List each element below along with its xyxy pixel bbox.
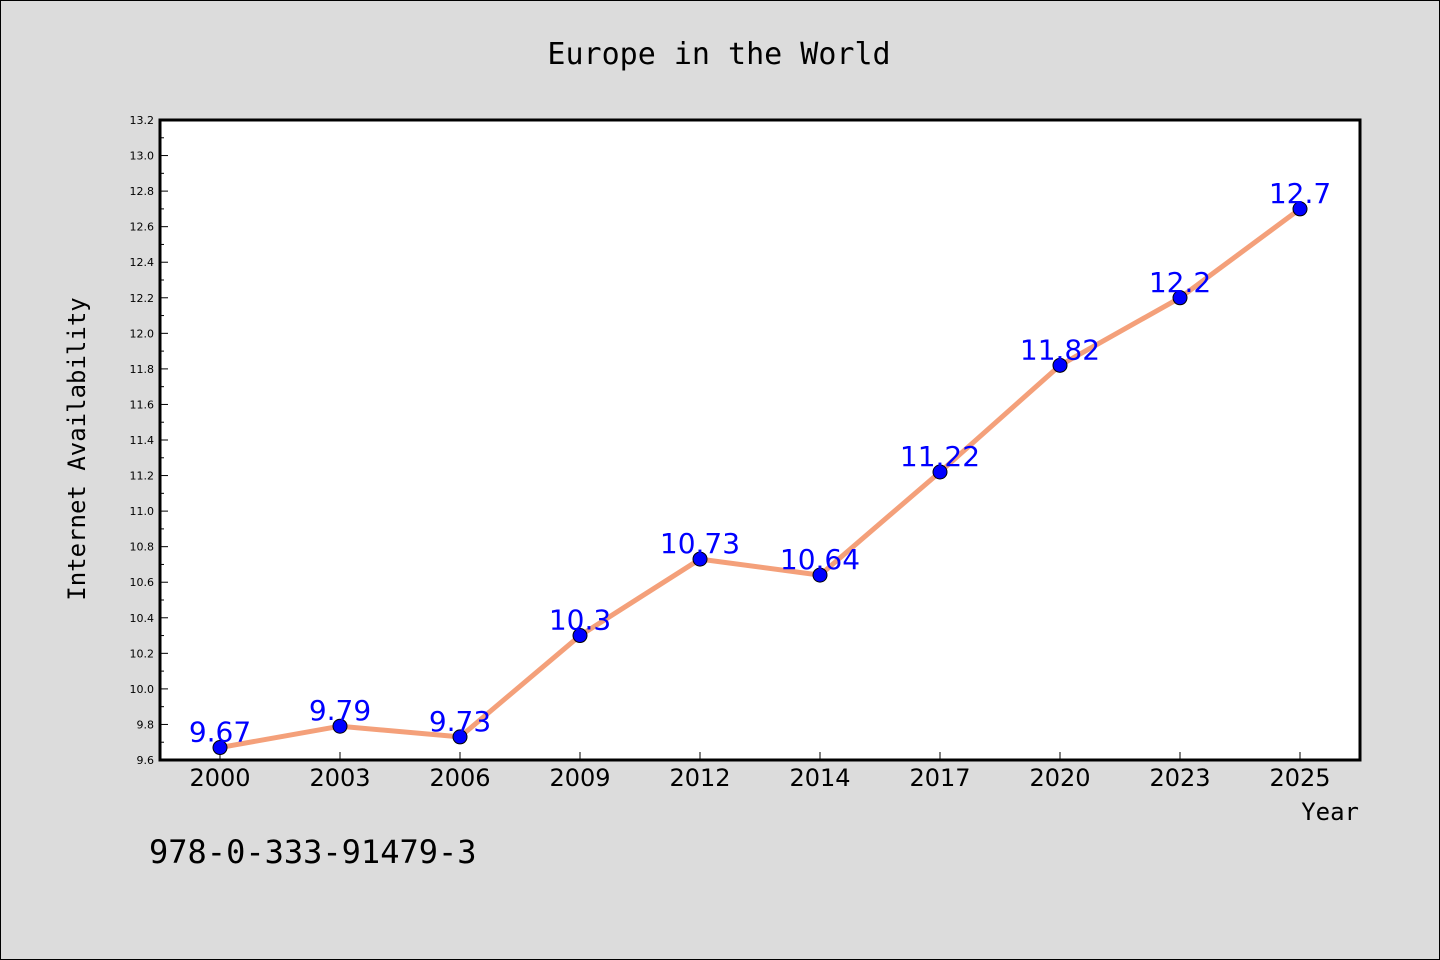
data-label: 12.2 — [1149, 266, 1211, 299]
y-tick-label: 13.2 — [130, 114, 155, 127]
data-label: 10.73 — [660, 527, 740, 560]
y-tick-label: 13.0 — [130, 150, 155, 163]
data-label: 10.64 — [780, 543, 860, 576]
y-tick-label: 11.2 — [130, 470, 155, 483]
y-tick-label: 12.2 — [130, 292, 155, 305]
y-tick-label: 12.0 — [130, 327, 155, 340]
x-tick-label: 2012 — [669, 764, 730, 792]
data-point — [1172, 290, 1188, 306]
data-point — [332, 718, 348, 734]
y-axis-label: Internet Availability — [63, 297, 91, 600]
series-layer: 9.67 9.79 9.73 10.3 10.73 10.64 11.22 11.82 12.2… — [189, 177, 1331, 756]
plot-area — [158, 118, 1362, 762]
y-tick-label: 11.8 — [130, 363, 155, 376]
x-tick-label: 2006 — [429, 764, 490, 792]
x-axis-label: Year — [1301, 798, 1359, 826]
data-label: 9.79 — [309, 694, 371, 727]
data-point — [692, 551, 708, 567]
y-tick-label: 12.4 — [130, 256, 155, 269]
chart-title: Europe in the World — [547, 37, 890, 72]
y-tick-label: 9.6 — [137, 754, 155, 767]
y-tick-label: 10.2 — [130, 647, 155, 660]
x-axis: 2000 2003 2006 2009 2012 2014 2017 2020 2023 2025 — [189, 752, 1331, 792]
x-tick-label: 2017 — [909, 764, 970, 792]
y-tick-label: 12.8 — [130, 185, 155, 198]
y-tick-label: 11.4 — [130, 434, 155, 447]
data-label: 12.7 — [1269, 177, 1331, 210]
y-tick-label: 11.6 — [130, 398, 155, 411]
data-point — [452, 729, 468, 745]
data-label: 11.22 — [900, 440, 980, 473]
y-tick-label: 10.8 — [130, 541, 155, 554]
y-axis: 9.6 9.8 10.0 10.2 10.4 10.6 10.8 11.0 11.2 11.4 11… — [130, 114, 168, 767]
data-point — [572, 628, 588, 644]
x-tick-label: 2023 — [1149, 764, 1210, 792]
y-tick-label: 10.0 — [130, 683, 155, 696]
y-tick-label: 10.4 — [130, 612, 155, 625]
data-point — [1052, 357, 1068, 373]
y-tick-label: 11.0 — [130, 505, 155, 518]
data-point — [212, 740, 228, 756]
data-label: 9.67 — [189, 716, 251, 749]
x-tick-label: 2009 — [549, 764, 610, 792]
y-tick-label: 9.8 — [137, 718, 155, 731]
data-label: 10.3 — [549, 604, 611, 637]
y-tick-label: 10.6 — [130, 576, 155, 589]
x-tick-label: 2000 — [189, 764, 250, 792]
x-tick-label: 2003 — [309, 764, 370, 792]
data-label: 9.73 — [429, 705, 491, 738]
data-point — [1292, 201, 1308, 217]
x-tick-label: 2025 — [1269, 764, 1330, 792]
series-line — [217, 206, 1303, 751]
isbn-text: 978-0-333-91479-3 — [149, 833, 477, 871]
data-point — [812, 567, 828, 583]
y-tick-label: 12.6 — [130, 221, 155, 234]
data-point — [932, 464, 948, 480]
x-tick-label: 2020 — [1029, 764, 1090, 792]
x-tick-label: 2014 — [789, 764, 850, 792]
data-label: 11.82 — [1020, 333, 1100, 366]
